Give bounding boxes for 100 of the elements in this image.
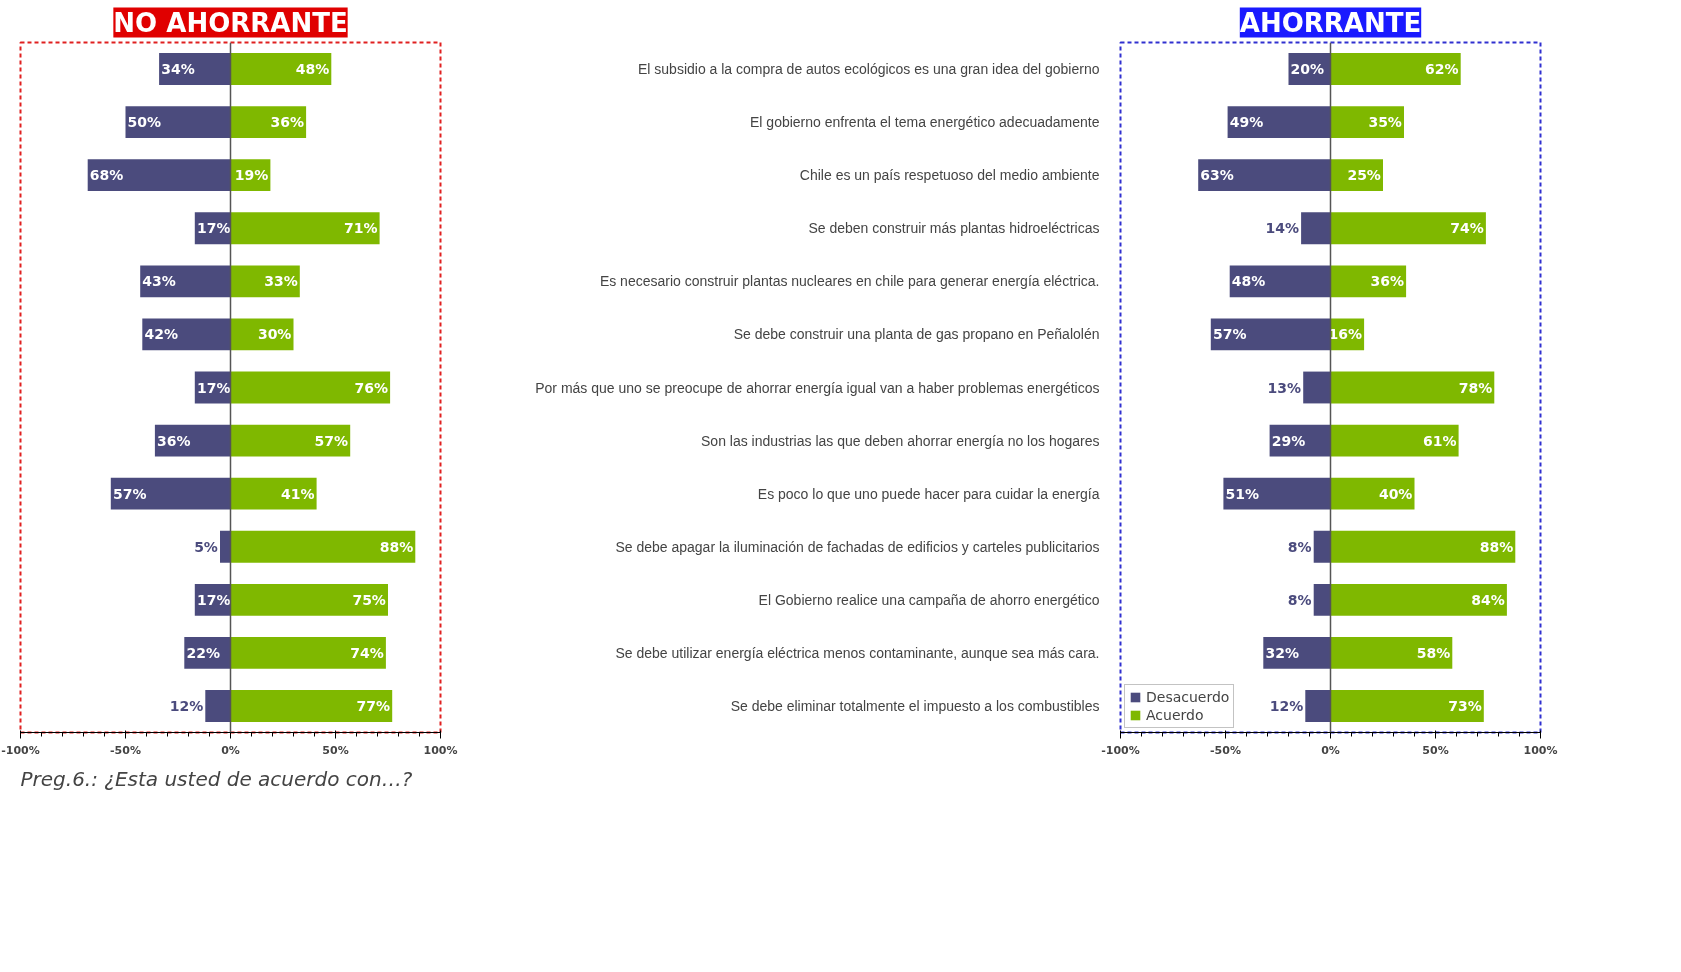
bar [1303, 371, 1331, 404]
data-label: 84% [1471, 591, 1505, 608]
x-tick-label: -50% [1210, 743, 1241, 757]
bar [125, 106, 231, 139]
data-label: 62% [1425, 61, 1459, 78]
y-tick-label: Se debe eliminar totalmente el impuesto a los combustibles [730, 697, 1100, 714]
x-tick-label: -100% [1101, 743, 1140, 757]
x-tick-label: -100% [1, 743, 40, 757]
y-tick-label: Chile es un país respetuoso del medio ambiente [799, 167, 1100, 184]
data-label: 48% [1231, 273, 1266, 290]
y-tick-label: Se debe construir una planta de gas propano en Peñalolén [733, 326, 1100, 343]
bar [230, 690, 393, 722]
data-label: 35% [1368, 114, 1402, 131]
bar [1198, 159, 1331, 192]
y-tick-label: El subsidio a la compra de autos ecológicos es una gran idea del gobierno [637, 61, 1100, 78]
data-label: 88% [1479, 538, 1514, 555]
x-tick-label: 0% [221, 743, 240, 757]
data-label: 75% [352, 591, 386, 608]
data-label: 48% [295, 61, 330, 78]
data-label: 8% [1287, 591, 1312, 608]
bar [230, 636, 386, 669]
data-label: 63% [1200, 167, 1234, 184]
bar [1330, 583, 1507, 616]
bar [1330, 636, 1453, 669]
data-label: 50% [127, 114, 162, 131]
data-label: 5% [194, 538, 218, 555]
bar [1330, 212, 1486, 245]
y-tick-label: Se debe apagar la iluminación de fachadas de edificios y carteles publicitarios [615, 538, 1100, 555]
bar [154, 424, 231, 457]
data-label: 74% [350, 644, 384, 661]
bar [205, 690, 231, 722]
x-tick-label: -50% [110, 743, 141, 757]
data-label: 40% [1378, 485, 1413, 502]
bar [1301, 212, 1331, 245]
bar [1330, 690, 1484, 722]
data-label: 49% [1229, 114, 1264, 131]
bar [1223, 477, 1331, 510]
data-label: 71% [343, 220, 378, 237]
data-label: 42% [144, 326, 178, 343]
y-tick-label: Por más que uno se preocupe de ahorrar energía igual van a haber problemas energéticos [535, 379, 1100, 396]
data-label: 51% [1225, 485, 1260, 502]
bar [1330, 371, 1495, 404]
data-label: 34% [161, 61, 195, 78]
bar [1227, 106, 1331, 139]
bar [1263, 636, 1331, 669]
bar [1330, 424, 1459, 457]
data-label: 74% [1450, 220, 1484, 237]
y-tick-label: Es poco lo que uno puede hacer para cuidar la energía [757, 485, 1100, 502]
data-label: 32% [1265, 644, 1299, 661]
bar [230, 265, 300, 298]
data-label: 19% [234, 167, 269, 184]
bar [230, 371, 391, 404]
data-label: 12% [169, 697, 204, 714]
bar [220, 530, 231, 563]
bar [230, 53, 332, 85]
data-label: 88% [379, 538, 414, 555]
x-tick-label: 50% [1422, 743, 1449, 757]
bar [230, 583, 388, 616]
data-label: 12% [1269, 697, 1304, 714]
bar [1330, 530, 1516, 563]
data-label: 78% [1458, 379, 1493, 396]
chart-title: AHORRANTE [1239, 7, 1422, 38]
bar [230, 212, 380, 245]
data-label: 41% [280, 485, 315, 502]
bar [1313, 530, 1331, 563]
data-label: 36% [157, 432, 191, 449]
bar [1313, 583, 1331, 616]
bar [159, 53, 231, 85]
data-label: 77% [356, 697, 391, 714]
bar [1229, 265, 1331, 298]
legend-label: Desacuerdo [1146, 689, 1230, 705]
data-label: 25% [1347, 167, 1381, 184]
bar [230, 530, 416, 563]
bar [1330, 477, 1415, 510]
data-label: 68% [89, 167, 124, 184]
data-label: 57% [1212, 326, 1247, 343]
y-tick-label: Se deben construir más plantas hidroeléctricas [808, 220, 1100, 237]
bar [1330, 265, 1407, 298]
data-label: 30% [257, 326, 292, 343]
bar [230, 477, 317, 510]
bar [1210, 318, 1331, 351]
data-label: 14% [1265, 220, 1300, 237]
data-label: 20% [1290, 61, 1325, 78]
bar [230, 106, 307, 139]
data-label: 22% [186, 644, 220, 661]
y-tick-label: Es necesario construir plantas nucleares en chile para generar energía eléctrica. [599, 273, 1100, 290]
data-label: 58% [1416, 644, 1451, 661]
x-tick-label: 0% [1321, 743, 1340, 757]
y-tick-label: El Gobierno realice una campaña de ahorro energético [758, 591, 1100, 608]
data-label: 29% [1271, 432, 1306, 449]
bar [140, 265, 231, 298]
data-label: 61% [1422, 432, 1457, 449]
bar [1305, 690, 1331, 722]
data-label: 16% [1328, 326, 1363, 343]
bar [1330, 106, 1404, 139]
y-tick-label: Se debe utilizar energía eléctrica menos contaminante, aunque sea más cara. [615, 644, 1100, 661]
data-label: 17% [196, 220, 231, 237]
chart-title: NO AHORRANTE [113, 7, 348, 38]
data-label: 76% [354, 379, 389, 396]
bar [87, 159, 231, 192]
